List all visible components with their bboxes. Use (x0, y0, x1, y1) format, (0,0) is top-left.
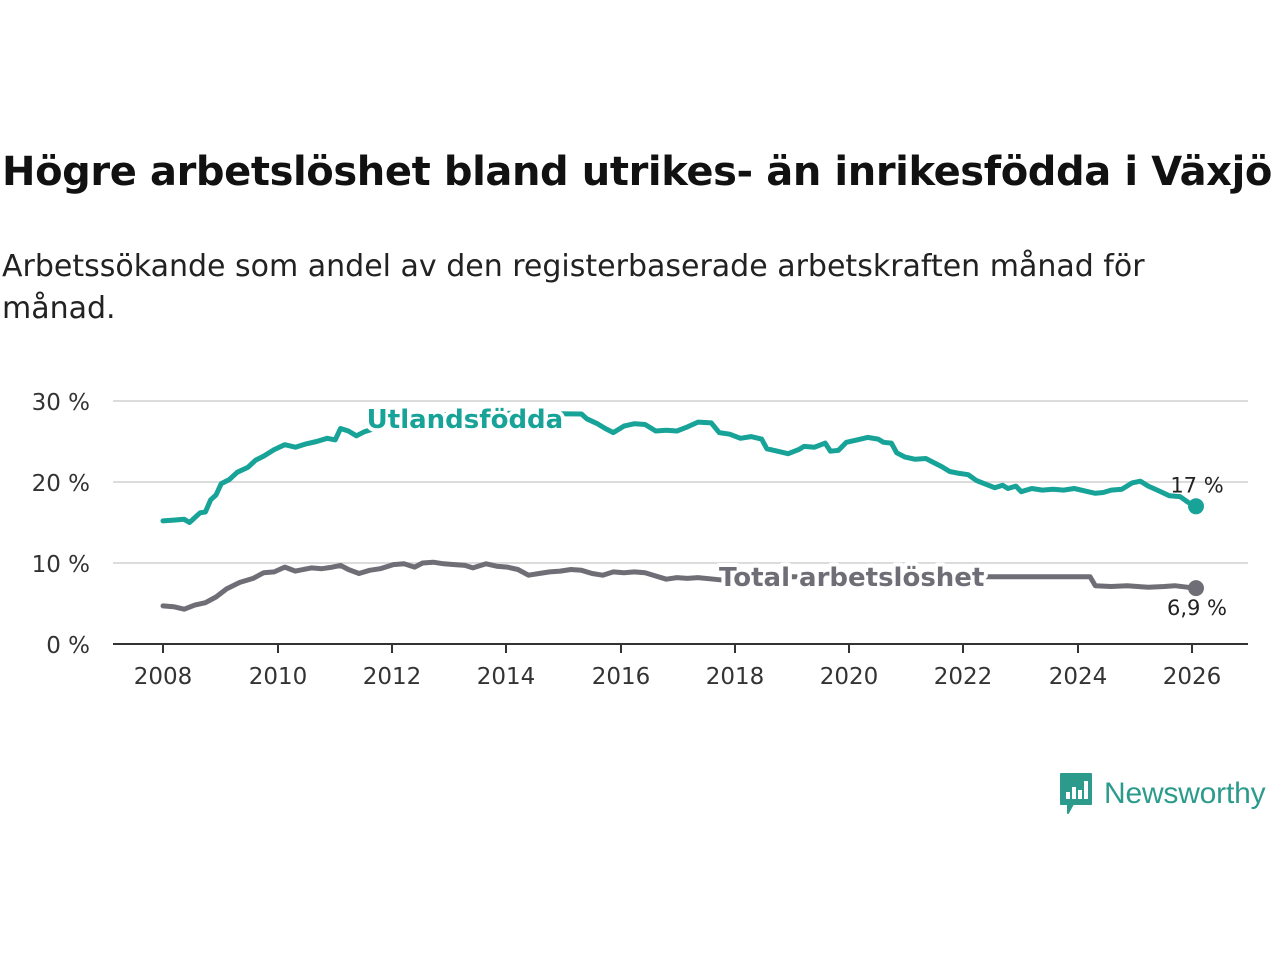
line-chart: 0 % 10 % 20 % 30 % 2008 2010 2012 2014 2016 2018 2… (32, 390, 1248, 690)
series-end-marker-1 (1188, 580, 1204, 597)
x-tick-label: 2026 (1163, 664, 1222, 690)
series-name-label-0: Utlandsfödda (367, 405, 564, 435)
y-tick-label: 0 % (46, 633, 90, 659)
x-tick-label: 2010 (249, 664, 308, 690)
x-tick-label: 2014 (477, 664, 536, 690)
logo-bar-3 (1078, 790, 1082, 799)
series-name-halo-0: Utlandsfödda (367, 405, 564, 435)
axes: 0 % 10 % 20 % 30 % 2008 2010 2012 2014 2016 2018 2… (32, 390, 1248, 690)
series-end-label-1: 6,9 % (1167, 596, 1227, 620)
series-line-1 (160, 559, 1199, 612)
logo-bar-4 (1084, 781, 1088, 799)
gridlines (113, 400, 1248, 564)
y-tick-label: 30 % (32, 390, 90, 416)
chart-speech-bubble-icon (1060, 773, 1092, 814)
x-tick-label: 2018 (706, 664, 765, 690)
x-tick-label: 2008 (134, 664, 193, 690)
series-name-halo-1: Total arbetslöshet (719, 563, 984, 593)
page-title: Högre arbetslöshet bland utrikes- än inr… (2, 149, 1272, 195)
x-tick-label: 2020 (820, 664, 879, 690)
x-tick-label: 2024 (1049, 664, 1108, 690)
y-tick-label: 20 % (32, 471, 90, 497)
series-lines (160, 410, 1204, 612)
x-tick-label: 2012 (363, 664, 422, 690)
series-end-marker-0 (1188, 498, 1204, 515)
logo-bar-1 (1066, 792, 1070, 799)
y-tick-label: 10 % (32, 552, 90, 578)
logo-bar-2 (1072, 787, 1076, 799)
page-subtitle: Arbetssökande som andel av den registerb… (2, 249, 1145, 326)
brand-name: Newsworthy (1104, 777, 1266, 810)
series-line-0 (160, 410, 1199, 525)
series-name-label-1: Total arbetslöshet (719, 563, 984, 593)
newsworthy-logo[interactable]: Newsworthy (1058, 770, 1266, 818)
series-end-label-0: 17 % (1170, 473, 1223, 497)
x-tick-label: 2022 (934, 664, 993, 690)
x-tick-label: 2016 (592, 664, 651, 690)
